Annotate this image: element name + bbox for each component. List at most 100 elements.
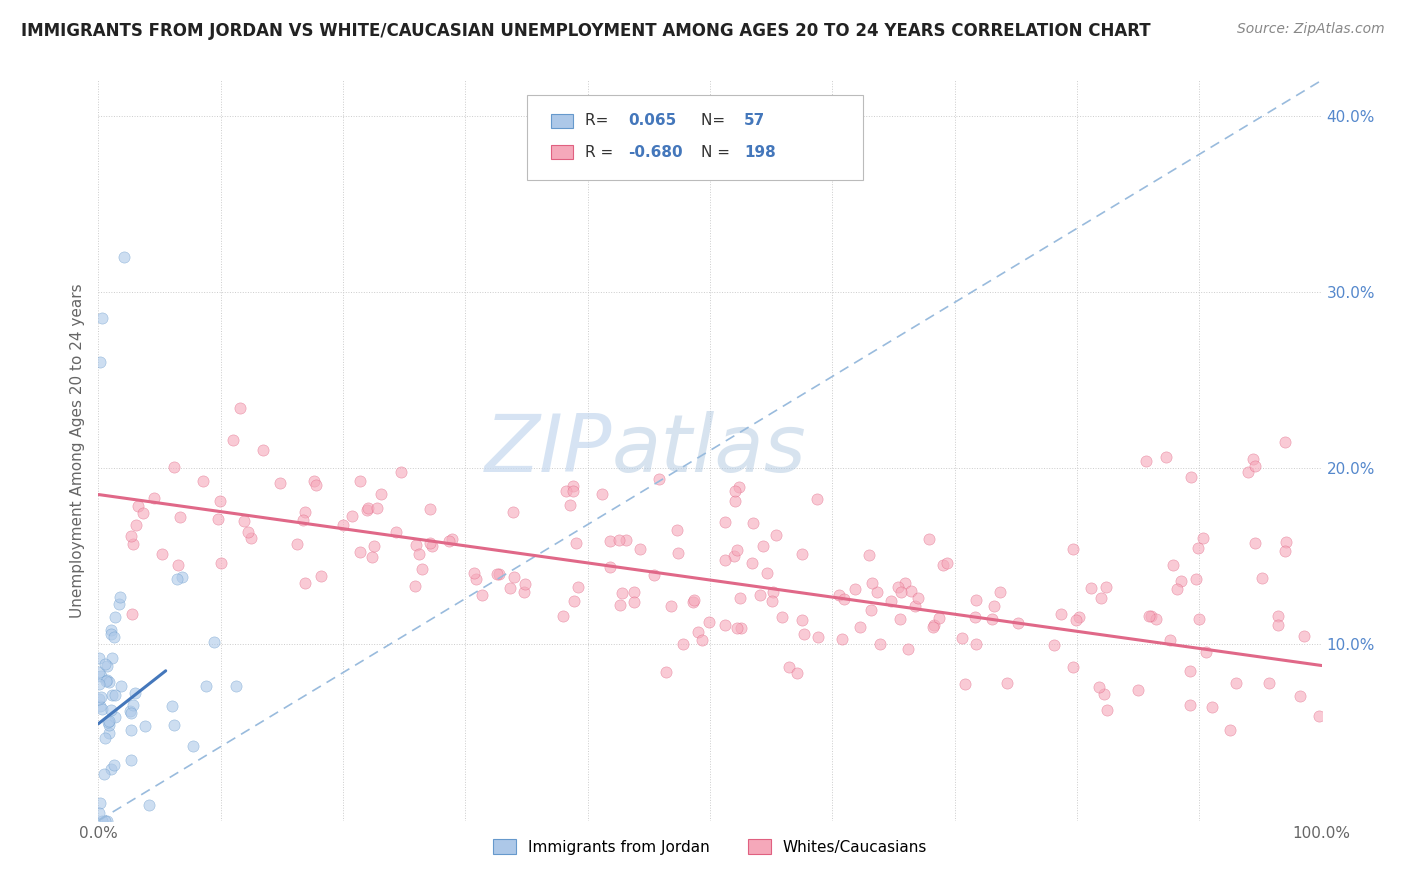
Point	[730, 621, 752, 635]
Point	[503, 569, 526, 583]
Point	[922, 618, 945, 632]
Point	[935, 557, 957, 571]
Point	[104, 609, 127, 624]
Point	[890, 585, 912, 599]
Text: ZIP: ZIP	[485, 411, 612, 490]
Point	[1062, 541, 1084, 556]
Point	[1195, 645, 1218, 659]
Point	[485, 567, 508, 582]
FancyBboxPatch shape	[526, 95, 863, 180]
Point	[965, 593, 987, 607]
Point	[932, 558, 955, 572]
Point	[844, 582, 866, 597]
Point	[1007, 616, 1029, 631]
Point	[150, 548, 173, 562]
Point	[513, 577, 536, 591]
Point	[162, 698, 184, 713]
Point	[1170, 574, 1192, 588]
Point	[988, 585, 1011, 599]
Point	[921, 620, 943, 634]
Point	[765, 528, 787, 542]
Point	[127, 499, 149, 513]
Point	[121, 607, 143, 621]
Point	[1135, 453, 1157, 467]
Point	[1050, 607, 1073, 622]
Point	[1258, 676, 1281, 690]
Text: -0.680: -0.680	[628, 145, 683, 160]
Point	[1042, 638, 1064, 652]
Point	[610, 586, 633, 600]
Point	[1166, 582, 1188, 596]
Point	[858, 548, 880, 562]
Point	[828, 588, 851, 602]
Point	[89, 796, 111, 810]
Point	[419, 501, 441, 516]
Point	[87, 665, 110, 679]
Point	[91, 702, 114, 716]
Point	[87, 650, 110, 665]
Point	[728, 480, 751, 494]
Point	[120, 723, 142, 737]
Point	[551, 609, 574, 624]
Text: N=: N=	[702, 113, 731, 128]
Point	[124, 518, 146, 533]
Point	[1187, 541, 1209, 555]
Point	[513, 585, 536, 599]
Point	[690, 633, 713, 648]
Point	[360, 549, 382, 564]
Point	[90, 690, 112, 705]
Point	[1159, 632, 1181, 647]
Point	[363, 539, 385, 553]
Point	[93, 814, 115, 828]
Point	[713, 515, 735, 529]
Point	[294, 576, 316, 591]
Point	[1188, 613, 1211, 627]
Point	[748, 588, 770, 602]
Point	[672, 637, 695, 651]
Point	[222, 434, 245, 448]
Point	[499, 581, 522, 595]
Point	[953, 677, 976, 691]
Point	[463, 566, 485, 580]
Point	[741, 556, 763, 570]
Point	[686, 625, 709, 640]
Point	[366, 501, 388, 516]
Point	[792, 547, 814, 561]
Point	[97, 675, 120, 690]
Point	[340, 508, 363, 523]
Point	[408, 548, 430, 562]
Point	[792, 613, 814, 627]
Point	[103, 758, 125, 772]
Point	[1267, 618, 1289, 632]
Point	[599, 533, 621, 548]
Point	[1225, 675, 1247, 690]
Point	[995, 676, 1018, 690]
Point	[167, 558, 190, 573]
Point	[309, 568, 332, 582]
Point	[762, 585, 785, 599]
Point	[1289, 689, 1312, 703]
Point	[195, 680, 218, 694]
Point	[567, 580, 589, 594]
Point	[110, 590, 132, 604]
Point	[728, 591, 751, 606]
Point	[723, 549, 745, 564]
Point	[228, 401, 250, 416]
Point	[120, 704, 142, 718]
Point	[1092, 687, 1115, 701]
Point	[1274, 544, 1296, 558]
Point	[101, 651, 124, 665]
Point	[1180, 664, 1202, 678]
Point	[93, 767, 115, 781]
Point	[1178, 698, 1201, 712]
Point	[349, 475, 371, 489]
Point	[471, 588, 494, 602]
Point	[607, 533, 630, 547]
Point	[894, 575, 917, 590]
Point	[103, 630, 125, 644]
Point	[96, 658, 118, 673]
Point	[770, 610, 793, 624]
Point	[1267, 608, 1289, 623]
Point	[725, 543, 748, 558]
Point	[404, 579, 426, 593]
